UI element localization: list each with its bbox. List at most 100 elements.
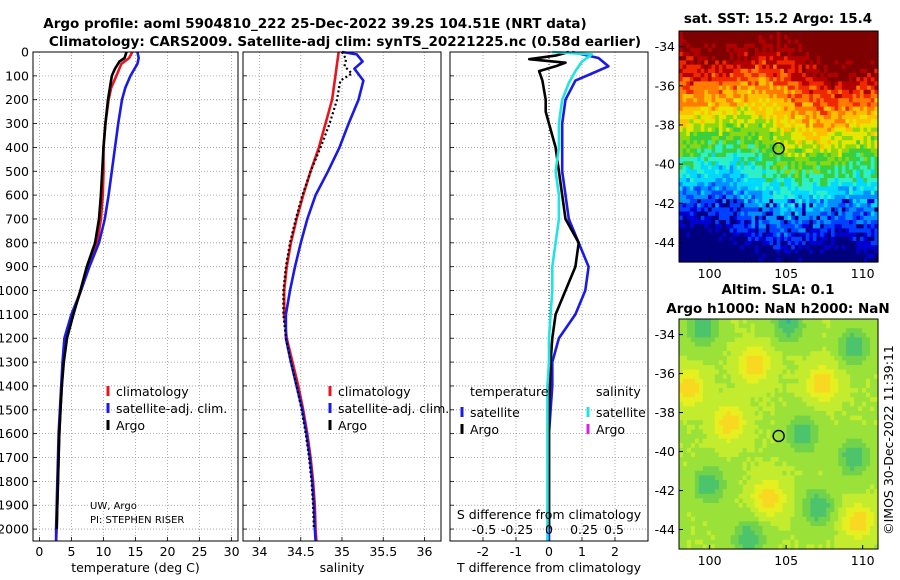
map-cell bbox=[856, 241, 861, 246]
map-cell bbox=[773, 31, 778, 36]
map-cell bbox=[729, 94, 734, 99]
map-cell bbox=[826, 443, 831, 449]
map-cell bbox=[682, 140, 687, 145]
map-cell bbox=[798, 420, 803, 426]
map-cell bbox=[834, 56, 839, 61]
map-cell bbox=[682, 47, 687, 53]
map-cell bbox=[822, 415, 827, 421]
map-cell bbox=[802, 169, 807, 175]
map-cell bbox=[867, 131, 872, 137]
map-cell bbox=[758, 43, 763, 49]
map-cell bbox=[686, 253, 691, 259]
map-cell bbox=[765, 245, 771, 250]
map-cell bbox=[859, 257, 865, 263]
map-cell bbox=[778, 452, 784, 458]
map-cell bbox=[769, 165, 774, 171]
map-cell bbox=[733, 169, 738, 175]
map-cell bbox=[736, 127, 742, 133]
map-cell bbox=[722, 77, 727, 82]
map-cell bbox=[790, 392, 796, 398]
map-cell bbox=[838, 31, 843, 36]
map-cell bbox=[826, 411, 831, 417]
map-cell bbox=[874, 211, 879, 217]
map-cell bbox=[776, 81, 781, 87]
map-cell bbox=[704, 173, 709, 179]
map-cell bbox=[826, 360, 831, 366]
map-cell bbox=[746, 374, 752, 380]
map-cell bbox=[762, 420, 768, 426]
map-cell bbox=[874, 136, 879, 141]
map-cell bbox=[686, 438, 692, 444]
map-cell bbox=[693, 199, 698, 204]
map-cell bbox=[823, 211, 828, 217]
map-cell bbox=[774, 360, 780, 366]
map-cell bbox=[841, 81, 847, 87]
map-cell bbox=[682, 169, 687, 175]
map-cell bbox=[679, 199, 684, 204]
map-cell bbox=[809, 64, 814, 70]
map-cell bbox=[747, 257, 752, 263]
map-cell bbox=[744, 115, 749, 120]
map-cell bbox=[702, 411, 708, 417]
map-cell bbox=[694, 470, 700, 476]
map-cell bbox=[722, 43, 727, 49]
map-cell bbox=[842, 323, 847, 329]
map-cell bbox=[711, 228, 716, 234]
map-cell bbox=[679, 152, 684, 158]
map-cell bbox=[773, 148, 778, 154]
map-cell bbox=[694, 443, 700, 449]
map-cell bbox=[722, 119, 727, 124]
map-cell bbox=[711, 123, 716, 129]
map-cell bbox=[765, 165, 771, 171]
map-cell bbox=[697, 77, 702, 82]
map-cell bbox=[850, 360, 855, 366]
y-tick-label: 400 bbox=[5, 140, 29, 155]
map-cell bbox=[854, 434, 859, 440]
map-cell bbox=[802, 365, 807, 371]
map-cell bbox=[770, 388, 776, 394]
map-cell bbox=[736, 253, 742, 259]
map-cell bbox=[693, 186, 698, 192]
map-cell bbox=[852, 236, 857, 242]
map-cell bbox=[791, 68, 796, 74]
y-tick-label: 500 bbox=[5, 164, 29, 179]
map-cell bbox=[746, 332, 752, 338]
map-cell bbox=[838, 85, 843, 91]
map-cell bbox=[689, 68, 695, 74]
map-cell bbox=[866, 461, 871, 467]
map-cell bbox=[798, 161, 803, 166]
map-cell bbox=[822, 378, 827, 384]
map-cell bbox=[809, 211, 814, 217]
map-cell bbox=[780, 56, 785, 61]
map-cell bbox=[863, 253, 868, 259]
map-cell bbox=[704, 245, 709, 250]
map-cell bbox=[706, 346, 712, 352]
map-cell bbox=[694, 461, 700, 467]
map-cell bbox=[689, 182, 695, 187]
map-cell bbox=[726, 199, 731, 204]
map-cell bbox=[770, 406, 776, 412]
map-cell bbox=[754, 199, 760, 204]
map-cell bbox=[765, 140, 771, 145]
map-cell bbox=[810, 383, 815, 389]
map-cell bbox=[823, 47, 828, 53]
map-cell bbox=[762, 190, 767, 196]
map-cell bbox=[697, 257, 702, 263]
map-cell bbox=[798, 355, 803, 361]
map-cell bbox=[846, 466, 851, 472]
map-cell bbox=[754, 369, 760, 375]
map-cell bbox=[858, 369, 863, 375]
map-cell bbox=[794, 52, 799, 57]
map-cell bbox=[858, 397, 863, 403]
map-cell bbox=[686, 406, 692, 412]
map-cell bbox=[842, 461, 847, 467]
map-cell bbox=[729, 136, 734, 141]
map-cell bbox=[802, 346, 807, 352]
map-cell bbox=[744, 199, 749, 204]
map-cell bbox=[740, 220, 745, 225]
map-cell bbox=[758, 420, 764, 426]
map-cell bbox=[791, 106, 796, 112]
map-cell bbox=[867, 194, 872, 200]
map-cell bbox=[711, 224, 716, 229]
map-cell bbox=[733, 60, 738, 66]
